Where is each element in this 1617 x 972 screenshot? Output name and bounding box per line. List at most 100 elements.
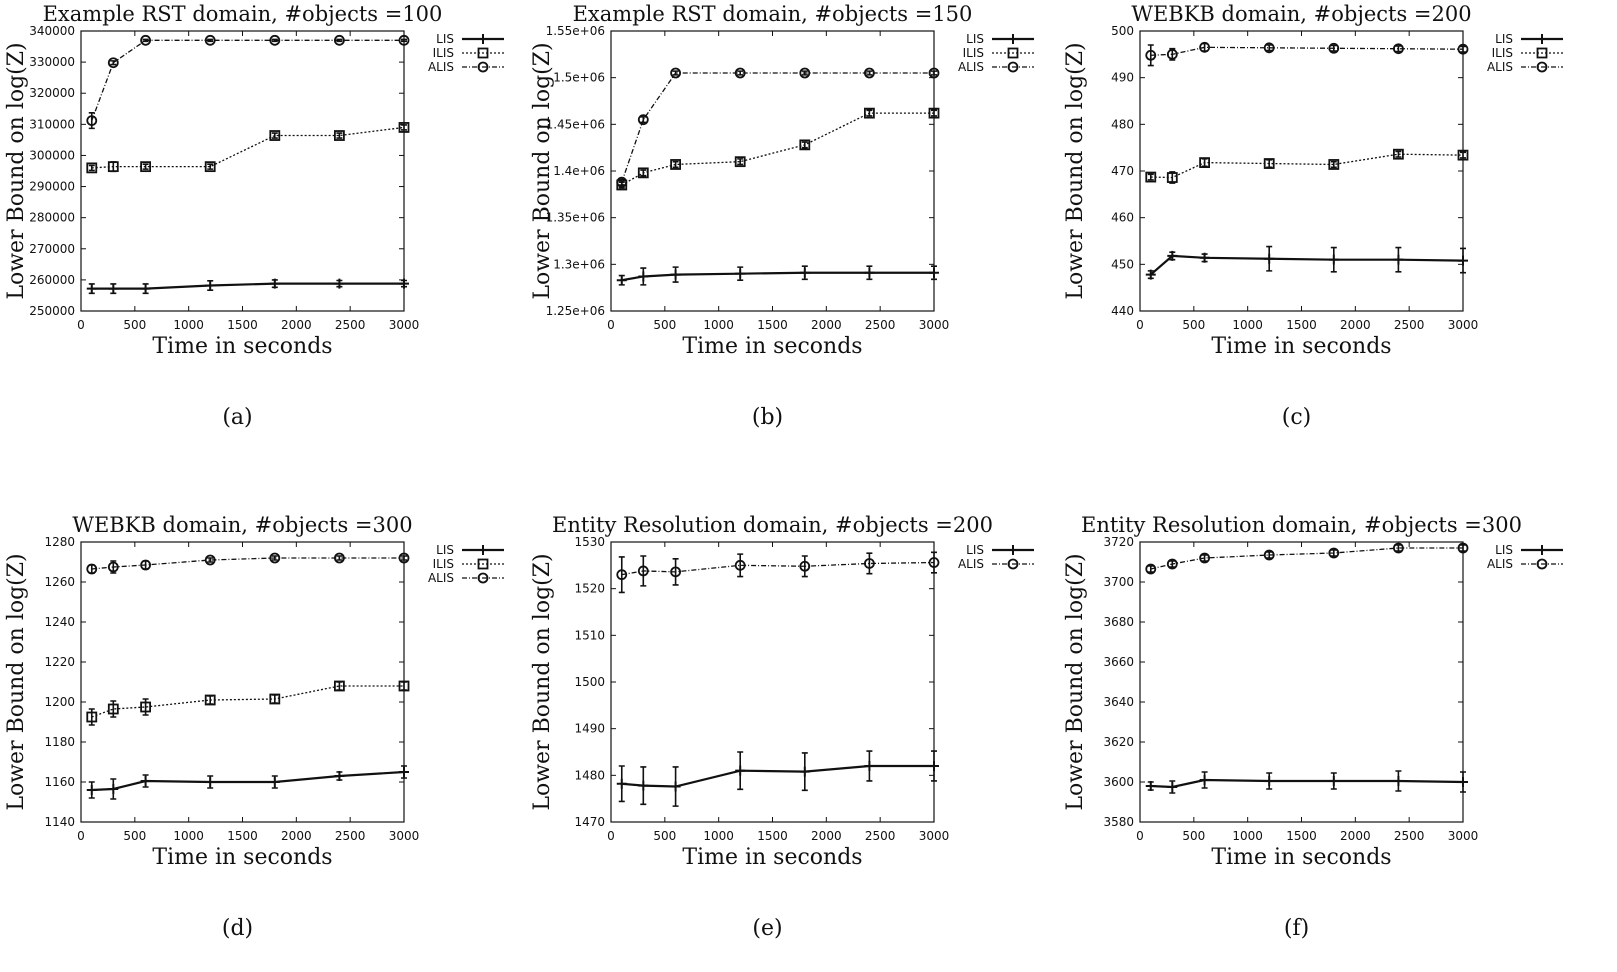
- error-bar: [618, 556, 625, 594]
- y-tick-label: 1520: [574, 582, 605, 596]
- data-point: [1167, 250, 1178, 261]
- y-tick-label: 470: [1111, 164, 1134, 178]
- series-lis: [1145, 245, 1468, 280]
- y-tick-label: 460: [1111, 211, 1134, 225]
- data-point: [333, 130, 345, 141]
- data-point: [1145, 269, 1156, 280]
- x-tick-label: 3000: [389, 829, 420, 843]
- data-point: [928, 557, 940, 568]
- data-point: [269, 777, 280, 787]
- y-tick-label: 1470: [574, 815, 605, 829]
- series-lis: [1145, 770, 1468, 794]
- error-bar: [672, 70, 679, 76]
- error-bar: [336, 132, 343, 139]
- error-bar: [1147, 44, 1154, 67]
- data-point: [86, 115, 98, 126]
- error-bar: [88, 708, 95, 726]
- plot-frame: [610, 541, 935, 823]
- error-bar: [1330, 549, 1337, 557]
- data-point: [1145, 781, 1156, 791]
- error-bar: [271, 555, 278, 561]
- x-tick-label: 3000: [919, 318, 950, 332]
- data-point: [670, 781, 681, 792]
- error-bar: [672, 558, 679, 586]
- error-bar: [866, 552, 873, 575]
- series-lis: [616, 750, 939, 807]
- data-point: [107, 57, 119, 69]
- legend-label: LIS: [1495, 543, 1513, 557]
- data-point: [204, 161, 216, 173]
- y-tick-label: 1280: [44, 535, 75, 549]
- x-tick-label: 2000: [1340, 829, 1371, 843]
- data-point: [1199, 775, 1210, 785]
- error-bar: [1201, 554, 1208, 562]
- data-point: [799, 67, 811, 79]
- error-bar: [1201, 158, 1208, 168]
- data-point: [108, 283, 119, 294]
- data-point: [735, 765, 746, 776]
- x-tick-label: 1500: [1286, 318, 1317, 332]
- series-line: [91, 126, 405, 169]
- series-line: [91, 39, 404, 121]
- data-point: [616, 275, 627, 286]
- error-bar: [640, 116, 647, 124]
- data-point: [1328, 254, 1339, 265]
- error-bar: [271, 694, 278, 704]
- error-bar: [401, 555, 407, 561]
- data-point: [637, 167, 649, 179]
- error-bar: [1330, 160, 1337, 169]
- data-point: [269, 130, 281, 141]
- legend-label: LIS: [966, 543, 984, 557]
- x-tick-label: 2000: [1340, 318, 1371, 332]
- data-point: [333, 680, 345, 692]
- y-tick-label: 1.3e+06: [553, 257, 605, 271]
- x-tick-label: 1500: [757, 318, 788, 332]
- data-point: [269, 278, 280, 289]
- legend-label: ILIS: [433, 46, 454, 60]
- data-point: [1166, 48, 1178, 60]
- x-tick-label: 1500: [1286, 829, 1317, 843]
- data-point: [799, 560, 811, 572]
- error-bar: [1169, 560, 1176, 568]
- error-bar: [866, 109, 873, 117]
- data-point: [1393, 148, 1404, 160]
- data-point: [204, 694, 216, 706]
- data-point: [1145, 563, 1157, 575]
- data-point: [1166, 172, 1178, 183]
- x-tick-label: 500: [653, 829, 676, 843]
- data-point: [399, 278, 409, 289]
- data-point: [140, 776, 151, 786]
- data-point: [616, 569, 628, 581]
- error-bar: [801, 141, 808, 149]
- y-tick-label: 1.55e+06: [546, 24, 605, 38]
- x-tick-label: 2500: [1394, 318, 1425, 332]
- x-tick-label: 2500: [335, 829, 366, 843]
- chart-panel: Entity Resolution domain, #objects =200 T…: [530, 513, 1034, 941]
- y-tick-label: 3660: [1103, 655, 1134, 669]
- error-bar: [618, 178, 625, 186]
- y-tick-label: 3680: [1103, 615, 1134, 629]
- y-tick-label: 260000: [29, 273, 75, 287]
- data-point: [1457, 43, 1469, 55]
- data-point: [1458, 777, 1468, 787]
- data-point: [864, 267, 875, 278]
- legend-label: ILIS: [1492, 46, 1513, 60]
- chart-title: Example RST domain, #objects =150: [573, 2, 973, 26]
- data-point: [140, 559, 152, 571]
- legend-marker: [1007, 47, 1019, 59]
- y-tick-label: 1.35e+06: [546, 211, 605, 225]
- error-bar: [1395, 45, 1402, 53]
- legend-label: LIS: [436, 32, 454, 46]
- x-tick-label: 2000: [281, 318, 312, 332]
- data-point: [399, 767, 409, 777]
- series-line: [1150, 254, 1464, 276]
- y-tick-label: 1220: [44, 655, 75, 669]
- data-point: [638, 271, 649, 282]
- error-bar: [866, 70, 873, 76]
- legend-label: ALIS: [958, 60, 984, 74]
- data-point: [107, 161, 119, 173]
